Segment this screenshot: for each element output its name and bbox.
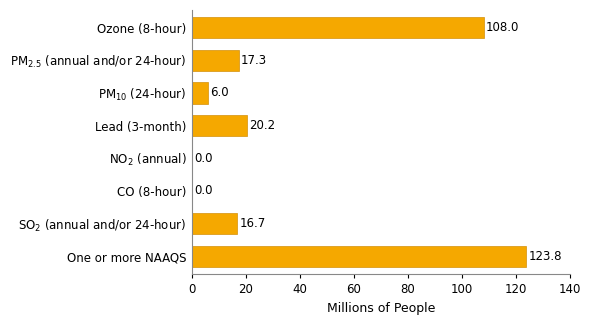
Bar [192,213,237,234]
Text: 108.0: 108.0 [486,21,519,34]
Text: 17.3: 17.3 [241,54,267,67]
Text: 16.7: 16.7 [239,217,265,230]
Bar [192,82,208,104]
X-axis label: Millions of People: Millions of People [327,302,435,315]
Text: 6.0: 6.0 [211,86,229,100]
Bar [192,246,526,267]
Text: 0.0: 0.0 [194,184,212,197]
Bar [192,50,239,71]
Text: 20.2: 20.2 [249,119,275,132]
Text: 0.0: 0.0 [194,152,212,165]
Text: 123.8: 123.8 [529,250,562,263]
Bar [192,17,484,38]
Bar [192,115,247,136]
